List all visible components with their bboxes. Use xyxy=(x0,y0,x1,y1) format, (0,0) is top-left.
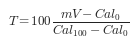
Text: $\mathit{T} = 100\,\dfrac{\mathit{mV} - \mathit{Cal}_0}{\mathit{Cal}_{100} - \ma: $\mathit{T} = 100\,\dfrac{\mathit{mV} - … xyxy=(8,6,130,39)
